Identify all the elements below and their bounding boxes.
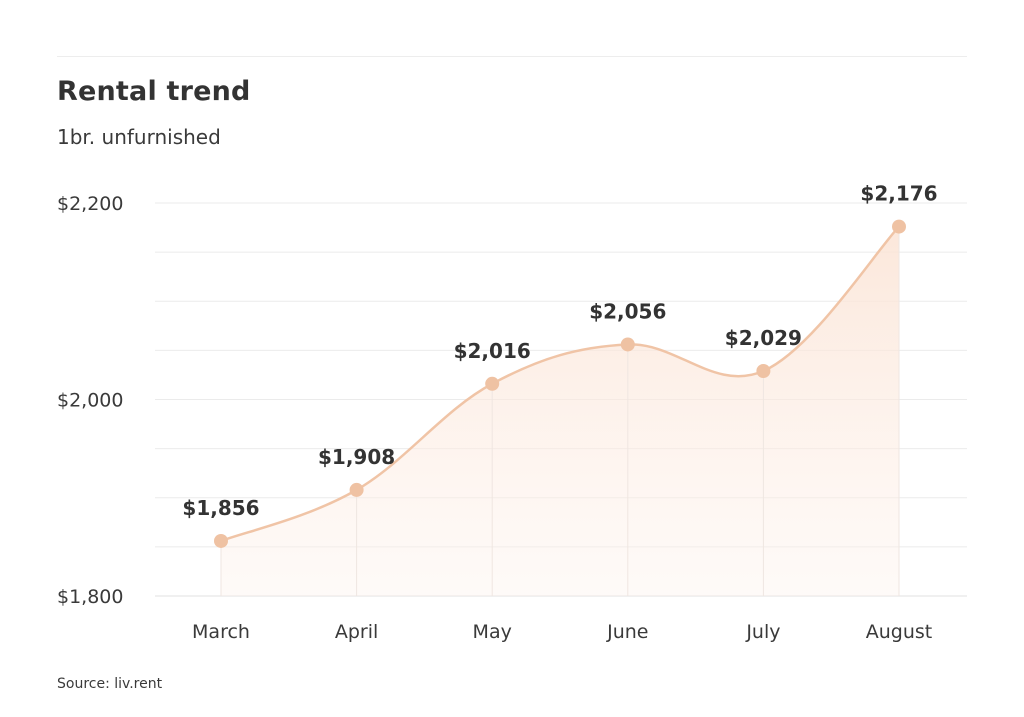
x-tick-label: March [192,621,250,643]
x-tick-label: June [606,621,648,643]
data-point [214,533,228,548]
data-label: $2,056 [589,299,666,323]
data-point [485,376,500,391]
source-note: Source: liv.rent [57,676,163,692]
top-divider [57,56,967,57]
data-labels: $1,856 $1,908 $2,016 $2,056 $2,029 $2,176 [182,182,937,520]
x-axis: March April May June July August [192,621,932,643]
series-line [220,225,900,543]
data-label: $2,029 [725,326,802,350]
drop-lines [220,226,900,596]
data-point [892,219,906,234]
data-label: $2,016 [454,339,531,363]
data-label: $2,176 [860,182,937,206]
x-tick-label: August [866,621,933,643]
chart-subtitle: 1br. unfurnished [57,125,221,149]
area-fill [221,226,899,596]
data-points [214,219,906,548]
data-point [756,364,771,379]
series-path [220,225,900,543]
x-tick-label: April [335,621,378,643]
data-point [349,482,364,497]
x-tick-label: May [473,621,512,643]
y-tick-label: $2,200 [57,193,123,215]
data-point [620,337,635,352]
chart-title: Rental trend [57,76,251,107]
data-label: $1,856 [182,496,259,520]
y-tick-label: $2,000 [57,390,123,412]
x-tick-label: July [745,621,780,643]
data-label: $1,908 [318,445,395,469]
y-tick-label: $1,800 [57,586,123,608]
y-axis: $1,800 $2,000 $2,200 [57,193,123,608]
area-shape [221,226,899,596]
